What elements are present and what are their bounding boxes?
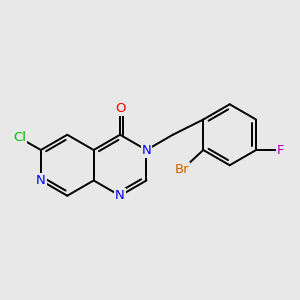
Text: Cl: Cl [13,131,26,144]
Text: N: N [36,174,46,187]
Text: N: N [142,143,151,157]
Text: F: F [277,143,284,157]
Text: O: O [115,102,125,116]
Text: Br: Br [175,163,189,176]
Text: N: N [115,189,125,202]
